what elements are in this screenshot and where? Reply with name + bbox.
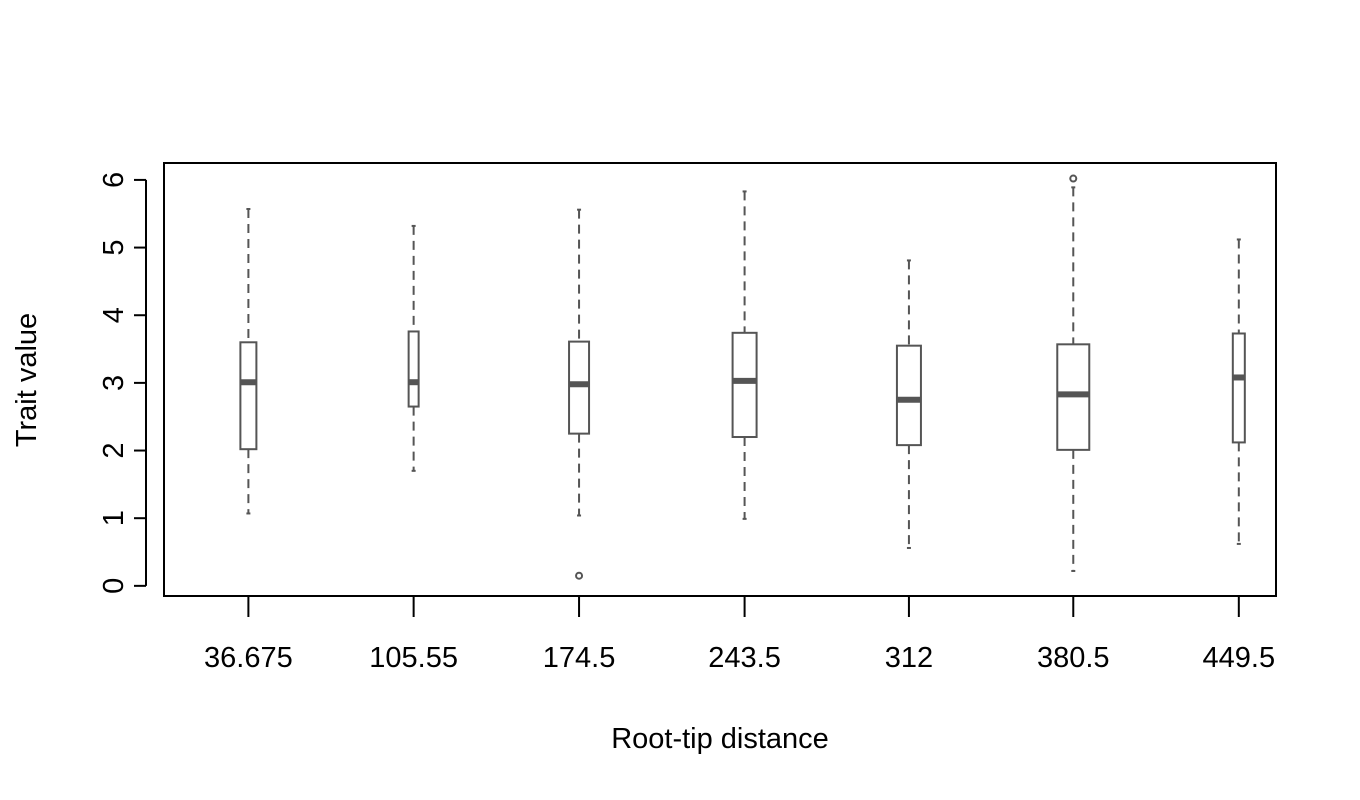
box-group [731,190,758,520]
x-axis: 36.675 105.55 174.5 243.5 312 380.5 449.5 [204,595,1276,674]
y-tick-label: 0 [98,578,130,594]
y-tick-label: 1 [98,510,130,526]
x-tick-label: 312 [885,642,933,674]
box-group [407,224,420,472]
box [1231,332,1246,444]
box-group [1231,238,1246,545]
box-series [239,174,1246,580]
y-axis-title: Trait value [11,313,43,447]
x-tick-label: 174.5 [543,642,616,674]
y-tick-label: 3 [98,375,130,391]
box [239,341,258,451]
x-tick-label: 243.5 [708,642,781,674]
x-axis-title: Root-tip distance [611,723,829,755]
y-tick-label: 5 [98,240,130,256]
box [407,330,420,408]
outlier-point [575,571,584,580]
y-tick-label: 2 [98,442,130,458]
y-tick-label: 6 [98,172,130,188]
x-tick-label: 380.5 [1037,642,1110,674]
x-tick-label: 449.5 [1203,642,1276,674]
outlier-point [1069,174,1078,183]
y-axis: 0 1 2 3 4 5 6 [98,172,147,594]
x-tick-label: 105.55 [369,642,458,674]
box-group [895,259,922,549]
box-group [239,208,258,515]
x-tick-label: 36.675 [204,642,293,674]
plot-frame [163,162,1277,597]
box [568,340,591,435]
y-tick-label: 4 [98,307,130,323]
box [895,344,922,447]
box [731,331,758,439]
box-group [1056,174,1091,572]
box-group [568,208,591,580]
